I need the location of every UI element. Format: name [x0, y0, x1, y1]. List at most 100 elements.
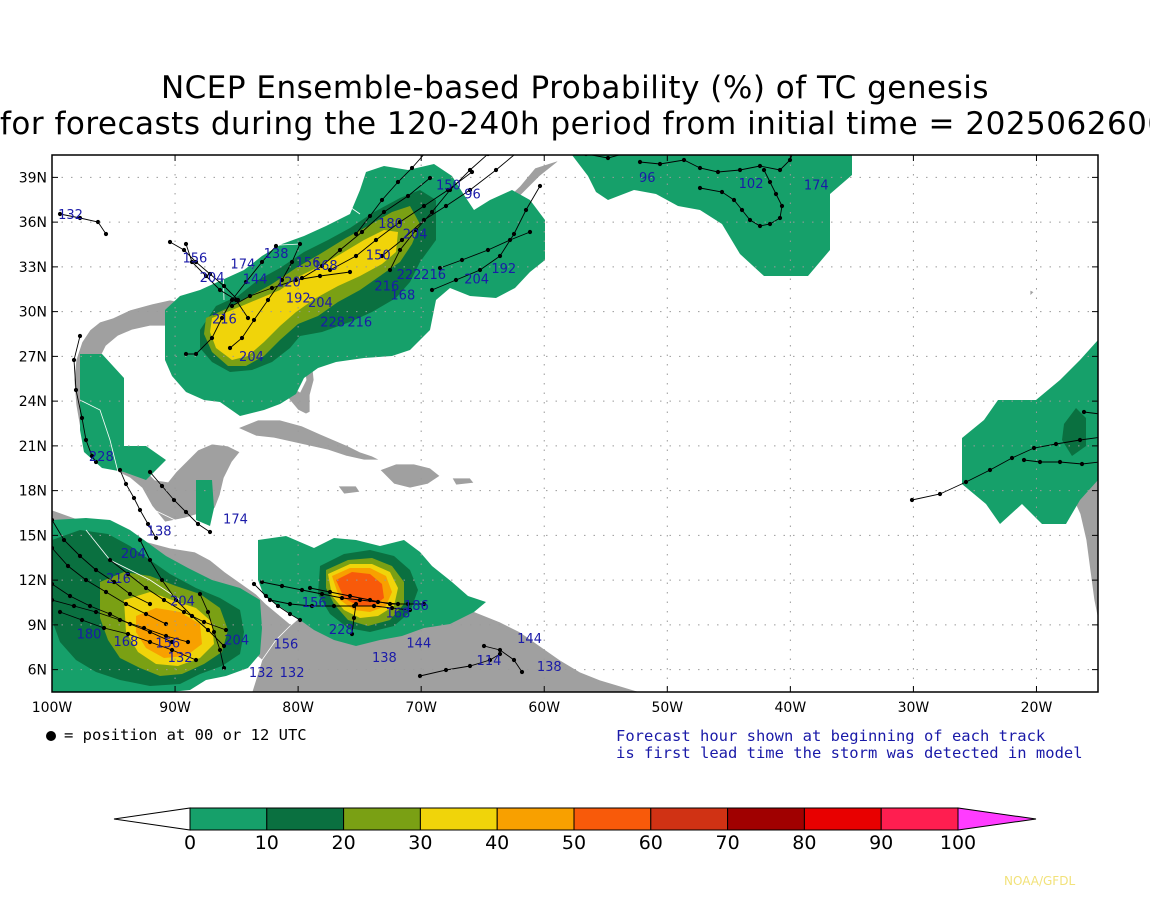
track-position-dot [57, 211, 63, 217]
track-position-dot [61, 537, 67, 543]
track-position-dot [227, 345, 233, 351]
hispaniola-land [379, 463, 441, 489]
track-hour-label: 204 [170, 594, 195, 609]
track-position-dot [767, 179, 773, 185]
track-position-dot [161, 597, 167, 603]
track-position-dot [697, 185, 703, 191]
track-hour-label: 216 [212, 313, 237, 328]
track-position-dot [357, 597, 363, 603]
lat-lon-gridlines [52, 155, 1098, 692]
track-hour-label: 180 [378, 217, 403, 232]
track-hour-label: 120 [1098, 457, 1123, 472]
track-position-dot [221, 643, 227, 649]
longitude-labels: 100W 90W 80W 70W 60W 50W 40W 30W 20W [32, 700, 1053, 716]
track-position-dot [523, 207, 529, 213]
track-position-dot [267, 597, 273, 603]
track-position-dot [381, 209, 387, 215]
track-position-dot [147, 629, 153, 635]
track-position-dot [125, 571, 131, 577]
puerto-rico-land [451, 477, 475, 486]
lat-label: 21N [19, 439, 47, 455]
track-position-dot [279, 277, 285, 283]
track-hour-label: 204 [403, 228, 428, 243]
track-position-dot [429, 287, 435, 293]
track-position-dot [697, 165, 703, 171]
track-position-dot [117, 467, 123, 473]
track-position-dot [93, 567, 99, 573]
track-position-dot [143, 611, 149, 617]
track-position-dot [747, 217, 753, 223]
track-hour-label: 144 [406, 636, 431, 651]
forecast-hour-note-line1: Forecast hour shown at beginning of each… [616, 727, 1046, 745]
lon-label: 80W [282, 700, 314, 716]
track-position-dot [83, 577, 89, 583]
track-position-dot [1118, 414, 1122, 418]
lon-label: 50W [651, 700, 683, 716]
track-position-dot [243, 279, 249, 285]
track-position-dot [568, 148, 572, 152]
track-position-dot [141, 625, 147, 631]
track-position-dot [169, 639, 175, 645]
track-position-dot [67, 593, 73, 599]
lat-label: 39N [19, 170, 47, 186]
track-position-dot [395, 601, 401, 607]
track-hour-label: 102 [739, 177, 764, 192]
track-position-dot [275, 603, 281, 609]
storm-track-line [261, 581, 399, 605]
track-hour-label: 204 [239, 350, 264, 365]
page-title: NCEP Ensemble-based Probability (%) of T… [160, 70, 990, 106]
track-position-dot [1031, 445, 1037, 451]
track-position-dot [477, 267, 483, 273]
track-position-dot [169, 647, 175, 653]
storm-track-line [149, 471, 211, 533]
track-position-dot [405, 193, 411, 199]
track-position-dot [195, 521, 201, 527]
track-hour-label: 192 [491, 262, 516, 277]
track-position-dot [183, 509, 189, 515]
track-position-dot [221, 283, 227, 289]
track-position-dot [79, 415, 85, 421]
track-position-dot [73, 387, 79, 393]
track-position-dot [269, 285, 275, 291]
track-position-dot [205, 627, 211, 633]
track-position-dot [467, 187, 473, 193]
lon-label: 30W [898, 700, 930, 716]
track-hour-label: 114 [477, 654, 502, 669]
track-position-dot [197, 591, 203, 597]
track-position-dot [637, 159, 643, 165]
track-position-dot [327, 589, 333, 595]
track-position-dot [77, 215, 83, 221]
track-position-dot [111, 579, 117, 585]
track-position-dot [147, 557, 153, 563]
track-hour-label: 138 [372, 651, 397, 666]
track-position-dot [657, 161, 663, 167]
track-position-dot [628, 150, 632, 154]
track-position-dot [57, 609, 63, 615]
track-position-dot [737, 167, 743, 173]
track-position-dot [497, 651, 503, 657]
prob-area-eastatlantic-10-20 [1062, 408, 1086, 456]
track-position-dot [405, 601, 411, 607]
track-position-dot [127, 591, 133, 597]
axis-ticks [51, 155, 1098, 692]
track-position-dot [1081, 409, 1087, 415]
track-position-dot [779, 203, 785, 209]
track-position-dot [1053, 441, 1059, 447]
track-position-dot [287, 611, 293, 617]
track-position-dot [221, 665, 227, 671]
track-hour-label: 150 [366, 248, 391, 263]
track-position-dot [387, 267, 393, 273]
track-position-dot [93, 609, 99, 615]
track-position-dot [117, 617, 123, 623]
track-hour-label: 138 [147, 524, 172, 539]
track-position-dot [796, 138, 800, 142]
track-position-dot [87, 603, 93, 609]
track-position-dot [217, 287, 223, 293]
track-position-dot [773, 191, 779, 197]
map-frame [51, 154, 1099, 693]
track-position-dot [519, 669, 525, 675]
track-position-dot [273, 243, 279, 249]
track-position-dot [497, 253, 503, 259]
political-boundaries [52, 169, 361, 601]
